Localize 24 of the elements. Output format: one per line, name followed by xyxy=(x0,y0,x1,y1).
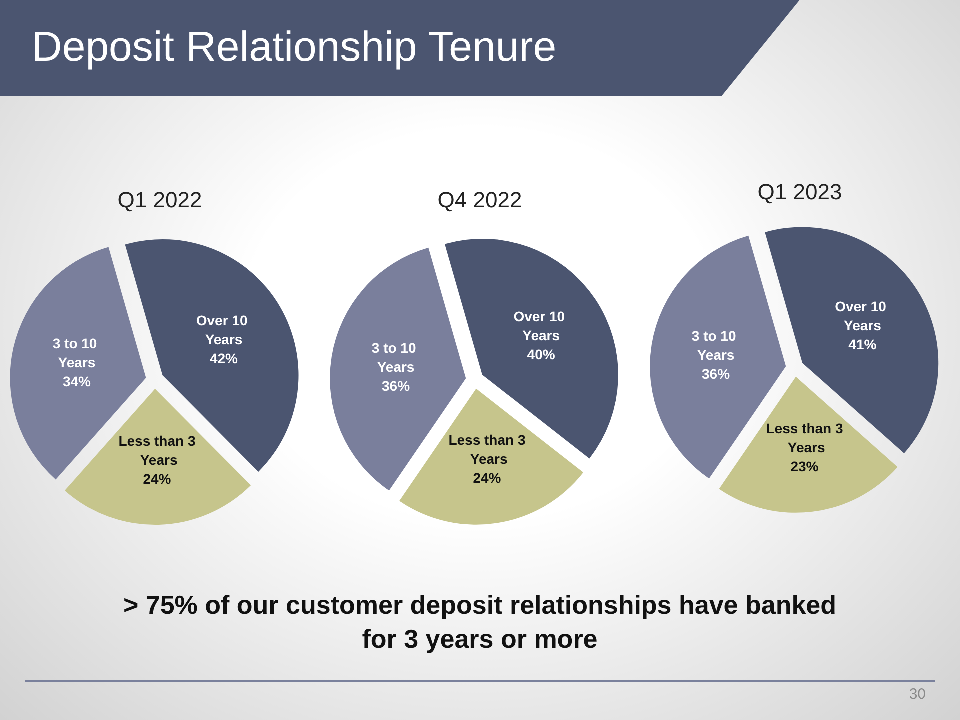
data-label: 23% xyxy=(790,458,820,474)
slice-label: Over 10 Years xyxy=(514,308,569,344)
slice-label: Over 10 Years xyxy=(196,312,252,348)
data-label: 42% xyxy=(210,350,239,367)
chart-title: Q4 2022 xyxy=(438,188,522,212)
slice-label: Less than 3 Years xyxy=(118,432,196,468)
slice-label: 3 to 10 Years xyxy=(52,335,102,370)
data-label: 36% xyxy=(702,366,731,382)
data-label: 34% xyxy=(62,373,92,390)
data-label: 40% xyxy=(527,346,556,362)
slice-label: Less than 3 Years xyxy=(448,432,526,468)
slice-label: 3 to 10 Years xyxy=(372,340,420,376)
data-label: 24% xyxy=(143,470,172,487)
data-label: 24% xyxy=(473,470,502,486)
text: > 75% of our customer deposit relationships have banked for 3 years or more xyxy=(122,589,838,656)
data-label: 41% xyxy=(848,336,878,352)
text: Deposit Relationship Tenure xyxy=(32,22,557,72)
chart-title: Q1 2023 xyxy=(758,180,842,204)
slice-label: 3 to 10 Years xyxy=(692,328,740,364)
text: 30 xyxy=(909,686,926,703)
data-label: 36% xyxy=(382,378,411,394)
slice-label: Less than 3 Years xyxy=(766,420,844,456)
slice-label: Over 10 Years xyxy=(835,298,890,334)
chart-title: Q1 2022 xyxy=(118,188,202,212)
